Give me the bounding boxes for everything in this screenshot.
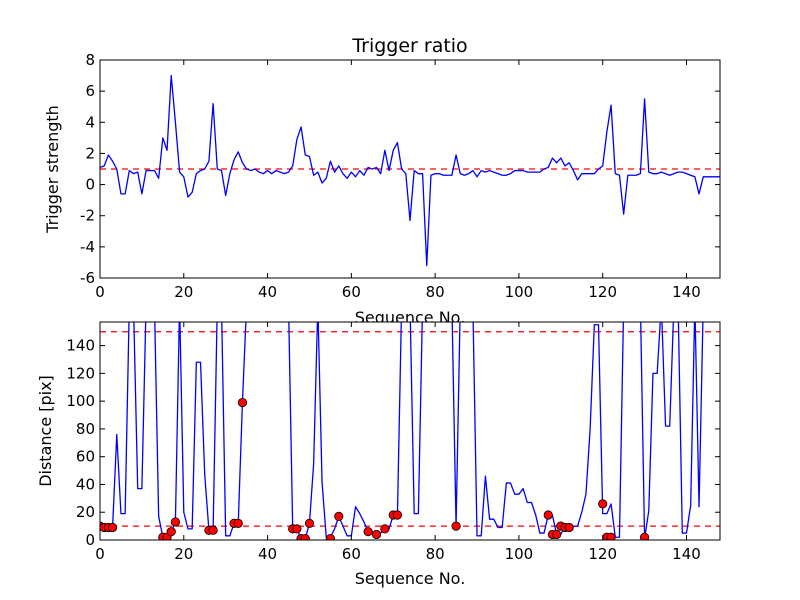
bottom-y-axis-label: Distance [pix]	[36, 375, 55, 487]
bottom-y-tick-label: 40	[76, 475, 95, 493]
top-axes-frame	[99, 59, 721, 279]
trigger-strength-line	[100, 74, 720, 267]
top-y-axis-label: Trigger strength	[43, 105, 62, 234]
bottom-x-tick-label: 120	[588, 545, 617, 563]
top-y-ticks: -6 -4 -2 0 2 4 6 8	[80, 51, 720, 287]
distance-marker	[380, 524, 390, 534]
bottom-x-tick-label: 100	[505, 545, 534, 563]
top-x-ticks: 0 20 40 60 80 100 120 140	[95, 60, 701, 301]
distance-marker	[639, 532, 650, 540]
top-plot-area	[100, 74, 720, 267]
distance-marker	[208, 525, 218, 535]
distance-marker	[392, 510, 403, 520]
distance-marker	[170, 517, 181, 527]
bottom-y-tick-label: 140	[66, 337, 95, 355]
distance-marker	[107, 522, 118, 533]
bottom-x-axis-label: Sequence No.	[355, 569, 466, 588]
distance-marker	[237, 397, 248, 408]
bottom-y-tick-label: 120	[66, 364, 95, 382]
bottom-x-tick-label: 60	[342, 545, 361, 563]
bottom-x-ticks: 0 20 40 60 80 100 120 140	[95, 322, 701, 563]
distance-marker	[304, 518, 315, 528]
bottom-y-tick-label: 80	[76, 420, 95, 438]
distance-marker	[606, 532, 616, 540]
distance-marker	[166, 527, 176, 537]
top-x-tick-label: 100	[505, 283, 534, 301]
top-subplot: Trigger ratio 0 20 40 60 80 100 120 140 -6-4-20…	[43, 35, 721, 327]
bottom-x-tick-label: 20	[174, 545, 193, 563]
distance-markers	[100, 397, 650, 540]
distance-marker	[371, 529, 382, 540]
bottom-y-tick-label: 0	[85, 531, 95, 549]
distance-marker	[233, 518, 243, 528]
top-x-tick-label: 40	[258, 283, 277, 301]
distance-marker	[325, 534, 336, 540]
bottom-y-ticks: 0 20 40 60 80 100 120 140	[66, 337, 720, 549]
distance-marker	[564, 522, 574, 533]
top-chart-title: Trigger ratio	[351, 35, 467, 57]
top-y-tick-label: 2	[85, 144, 95, 162]
distance-line	[100, 322, 704, 540]
top-x-tick-label: 60	[342, 283, 361, 301]
distance-marker	[292, 524, 302, 534]
distance-marker	[598, 499, 608, 509]
top-x-tick-label: 80	[426, 283, 445, 301]
bottom-x-tick-label: 140	[672, 545, 701, 563]
bottom-y-tick-label: 100	[66, 392, 95, 410]
distance-marker	[543, 510, 553, 520]
top-x-tick-label: 20	[174, 283, 193, 301]
distance-marker	[363, 527, 373, 537]
top-y-tick-label: 8	[85, 51, 95, 69]
top-y-tick-label: 4	[85, 113, 95, 131]
top-y-tick-label: -2	[80, 207, 95, 225]
bottom-axes-frame	[99, 321, 721, 541]
bottom-y-tick-label: 60	[76, 448, 95, 466]
top-x-tick-label: 0	[95, 283, 105, 301]
bottom-y-tick-label: 20	[76, 503, 95, 521]
bottom-plot-area	[100, 322, 720, 540]
bottom-x-tick-label: 0	[95, 545, 105, 563]
bottom-subplot: 0 20 40 60 80 100 120 140 0 20 40 60 80 100 120 140 Se…	[36, 321, 721, 588]
top-y-tick-label: 0	[85, 176, 95, 194]
top-x-tick-label: 120	[588, 283, 617, 301]
top-y-tick-label: 6	[85, 82, 95, 100]
top-x-tick-label: 140	[672, 283, 701, 301]
distance-marker	[552, 529, 562, 540]
bottom-x-tick-label: 40	[258, 545, 277, 563]
distance-marker	[300, 534, 310, 540]
distance-marker	[451, 521, 461, 531]
distance-marker	[334, 511, 344, 521]
top-y-tick-label: -6	[80, 269, 95, 287]
top-y-tick-label: -4	[80, 238, 95, 256]
bottom-x-tick-label: 80	[426, 545, 445, 563]
